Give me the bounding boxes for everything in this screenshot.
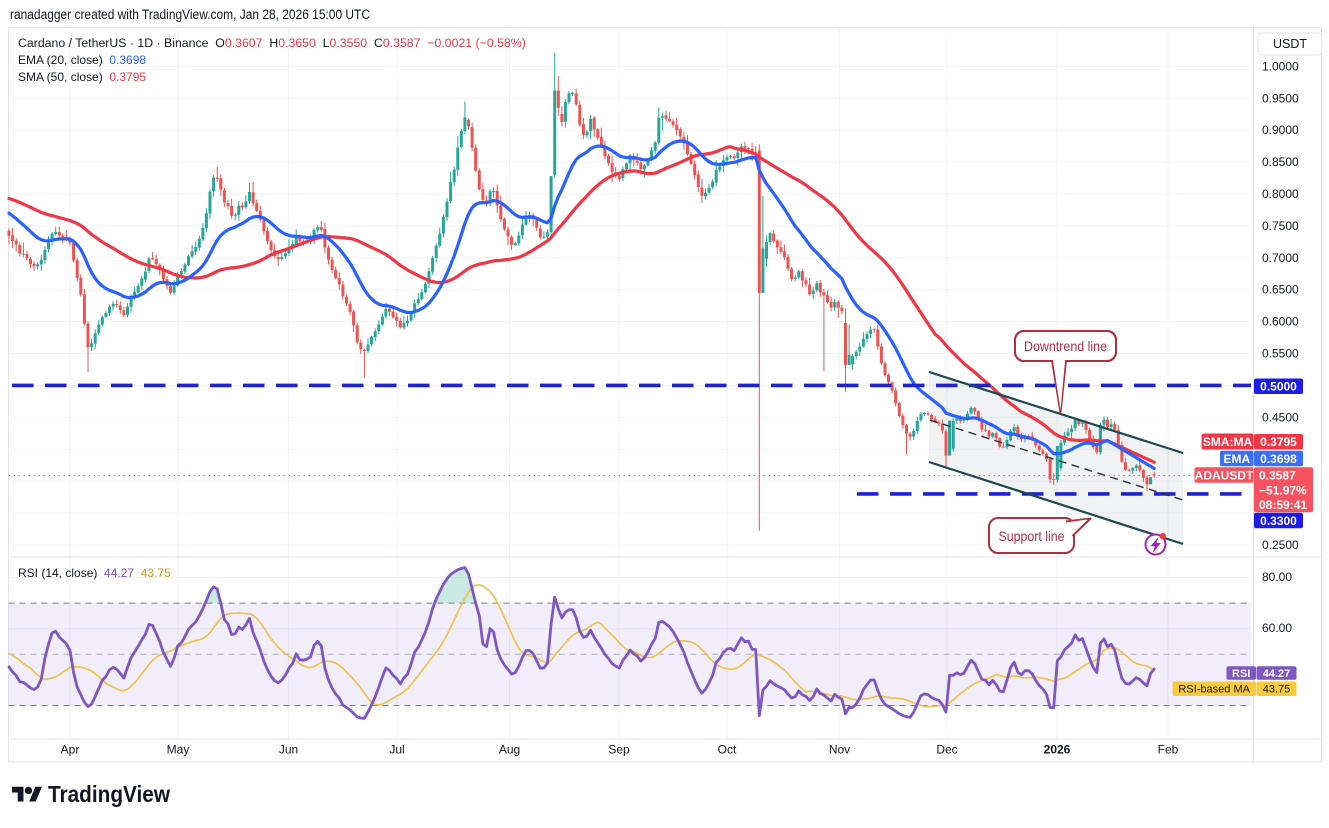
svg-text:Support line: Support line [999,528,1065,544]
svg-text:Oct: Oct [718,743,737,757]
svg-text:0.3587: 0.3587 [1259,469,1296,483]
svg-text:60.00: 60.00 [1262,621,1292,635]
svg-text:0.6500: 0.6500 [1262,283,1299,297]
svg-text:1.0000: 1.0000 [1262,59,1299,73]
svg-text:RSI-based MA: RSI-based MA [1178,684,1250,696]
svg-text:08:59:41: 08:59:41 [1259,498,1307,512]
svg-text:May: May [167,743,190,757]
svg-text:0.8000: 0.8000 [1262,187,1299,201]
svg-text:RSI (14, close) 44.27 43.75: RSI (14, close) 44.27 43.75 [18,566,171,580]
svg-text:0.2500: 0.2500 [1262,538,1299,552]
svg-text:Sep: Sep [608,743,630,757]
svg-text:ranadagger created with Tradin: ranadagger created with TradingView.com,… [10,7,370,22]
svg-text:EMA: EMA [1223,452,1250,466]
svg-text:0.4500: 0.4500 [1262,410,1299,424]
svg-text:2026: 2026 [1044,743,1071,757]
svg-text:ADAUSDT: ADAUSDT [1195,468,1254,482]
svg-text:Jun: Jun [279,743,298,757]
svg-text:43.75: 43.75 [1263,684,1291,696]
svg-text:Feb: Feb [1158,743,1179,757]
svg-text:0.9500: 0.9500 [1262,91,1299,105]
svg-text:Downtrend line: Downtrend line [1024,338,1107,354]
svg-text:Apr: Apr [61,743,80,757]
svg-text:TradingView: TradingView [48,781,170,807]
svg-text:−51.97%: −51.97% [1259,483,1307,497]
svg-text:0.7500: 0.7500 [1262,219,1299,233]
svg-text:0.3698: 0.3698 [1260,452,1297,466]
svg-text:USDT: USDT [1273,37,1307,51]
svg-text:44.27: 44.27 [1263,668,1291,680]
svg-text:Nov: Nov [829,743,850,757]
svg-text:0.7000: 0.7000 [1262,251,1299,265]
svg-text:0.3795: 0.3795 [1260,435,1297,449]
svg-text:0.5500: 0.5500 [1262,347,1299,361]
svg-text:80.00: 80.00 [1262,570,1292,584]
svg-text:EMA (20, close) 0.3698: EMA (20, close) 0.3698 [18,53,146,67]
svg-text:0.3300: 0.3300 [1260,514,1297,528]
svg-text:0.9000: 0.9000 [1262,123,1299,137]
svg-text:Cardano / TetherUS · 1D · Bina: Cardano / TetherUS · 1D · Binance O0.360… [18,36,526,50]
svg-text:RSI: RSI [1232,668,1250,680]
svg-text:Jul: Jul [389,743,404,757]
svg-text:SMA (50, close) 0.3795: SMA (50, close) 0.3795 [18,70,146,84]
svg-text:SMA:MA: SMA:MA [1203,435,1253,449]
svg-text:0.8500: 0.8500 [1262,155,1299,169]
svg-text:Dec: Dec [936,743,957,757]
svg-text:0.6000: 0.6000 [1262,315,1299,329]
svg-text:0.5000: 0.5000 [1260,380,1297,394]
svg-text:Aug: Aug [499,743,520,757]
